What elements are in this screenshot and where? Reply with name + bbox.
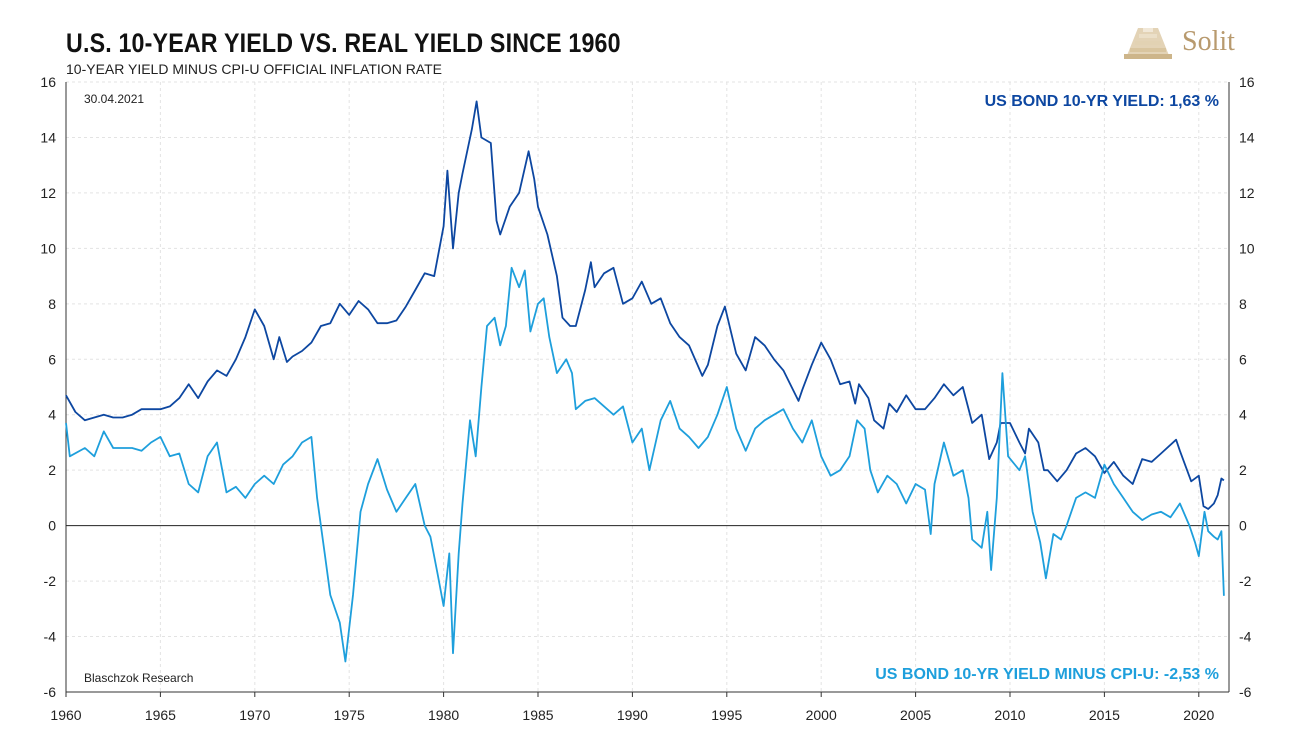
x-tick-label: 2020 [1183,707,1214,723]
y-tick-right: -6 [1239,684,1252,700]
x-tick-label: 1980 [428,707,459,723]
x-tick-label: 1960 [50,707,81,723]
x-tick-label: 1995 [711,707,742,723]
y-tick-left: -4 [44,629,57,645]
y-tick-right: 12 [1239,185,1255,201]
x-tick-label: 1975 [334,707,365,723]
y-tick-left: -2 [44,573,57,589]
date-label: 30.04.2021 [84,92,144,106]
y-tick-right: -2 [1239,573,1252,589]
series-label-real-yield: US BOND 10-YR YIELD MINUS CPI-U: -2,53 % [875,666,1219,683]
y-tick-right: 4 [1239,407,1247,423]
y-tick-right: 2 [1239,462,1247,478]
x-tick-label: 2005 [900,707,931,723]
axes: -6 -6 -4 -4 -2 -2 0 0 2 2 4 4 6 6 8 8 10 10 12 12 14 14 16 16 19… [40,74,1254,723]
y-tick-left: 0 [48,518,56,534]
source-label: Blaschzok Research [84,671,193,685]
y-tick-left: 14 [40,129,56,145]
x-tick-label: 2010 [994,707,1025,723]
y-tick-left: 8 [48,296,56,312]
y-tick-left: 4 [48,407,56,423]
brand-name: Solit [1182,26,1235,57]
y-tick-right: 0 [1239,518,1247,534]
y-tick-right: 16 [1239,74,1255,90]
y-tick-left: 2 [48,462,56,478]
grid-lines [65,81,1229,693]
x-tick-label: 1970 [239,707,270,723]
x-tick-label: 1965 [145,707,176,723]
series-line-real-yield [65,266,1225,663]
y-tick-right: 14 [1239,129,1255,145]
chart-title: U.S. 10-YEAR YIELD VS. REAL YIELD SINCE … [66,28,621,58]
chart-subtitle: 10-YEAR YIELD MINUS CPI-U OFFICIAL INFLA… [66,61,442,77]
series-label-nominal-yield: US BOND 10-YR YIELD: 1,63 % [985,93,1219,110]
y-tick-right: -4 [1239,629,1252,645]
series-lines [65,100,1225,663]
y-tick-left: 10 [40,240,56,256]
y-tick-left: 12 [40,185,56,201]
y-tick-left: 16 [40,74,56,90]
x-tick-label: 1985 [522,707,553,723]
y-tick-right: 6 [1239,351,1247,367]
x-tick-label: 2000 [806,707,837,723]
y-tick-left: 6 [48,351,56,367]
y-tick-right: 10 [1239,240,1255,256]
pyramid-logo-icon [1124,28,1172,59]
y-tick-right: 8 [1239,296,1247,312]
x-tick-label: 1990 [617,707,648,723]
series-line-nominal-yield [65,100,1225,510]
x-tick-label: 2015 [1089,707,1120,723]
y-tick-left: -6 [44,684,57,700]
